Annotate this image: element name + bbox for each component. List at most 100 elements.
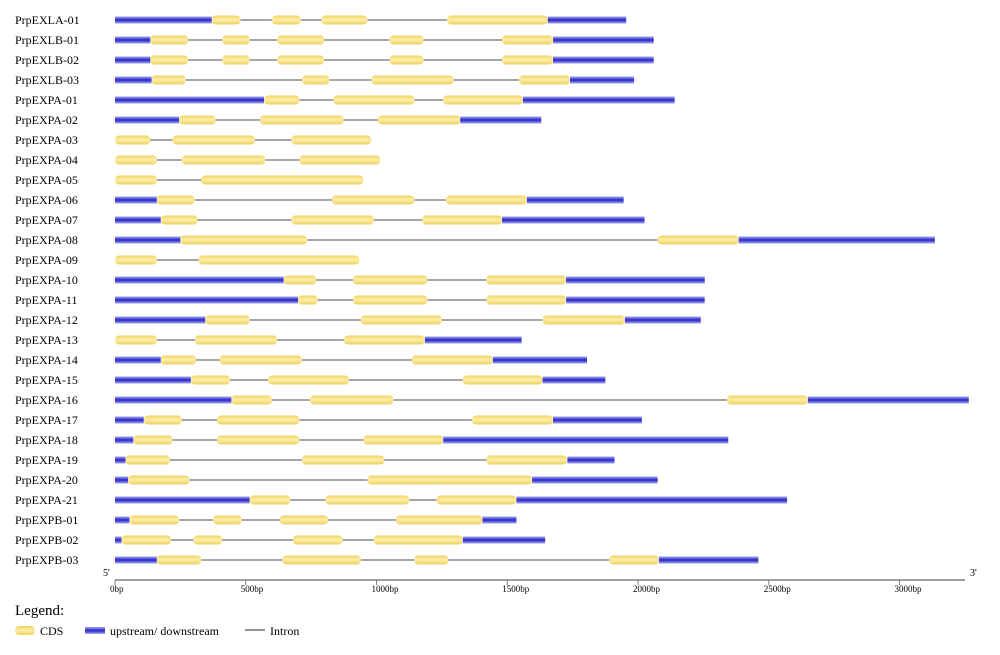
gene-row: PrpEXPB-02: [15, 533, 546, 547]
utr-segment: [115, 376, 191, 384]
gene-row: PrpEXPA-01: [15, 93, 675, 107]
tick-label: 1500bp: [502, 584, 530, 594]
cds-segment: [160, 355, 197, 365]
gene-label: PrpEXPA-14: [15, 353, 78, 367]
utr-segment: [115, 56, 151, 64]
cds-segment: [443, 95, 523, 105]
cds-segment: [447, 15, 548, 25]
gene-label: PrpEXPA-11: [15, 293, 77, 307]
gene-label: PrpEXPA-12: [15, 313, 78, 327]
utr-segment: [460, 116, 542, 124]
cds-segment: [180, 235, 308, 245]
utr-segment: [115, 116, 180, 124]
gene-row: PrpEXLB-03: [15, 73, 635, 87]
gene-row: PrpEXPA-13: [15, 333, 522, 347]
cds-segment: [216, 415, 300, 425]
cds-segment: [190, 375, 231, 385]
utr-segment: [115, 396, 232, 404]
legend-cds-swatch: [15, 626, 35, 635]
gene-label: PrpEXLB-03: [15, 73, 79, 87]
cds-segment: [282, 555, 361, 565]
cds-segment: [411, 355, 493, 365]
utr-segment: [115, 496, 250, 504]
utr-segment: [115, 76, 152, 84]
utr-segment: [115, 296, 299, 304]
cds-segment: [115, 255, 157, 265]
cds-segment: [115, 155, 157, 165]
gene-row: PrpEXPA-05: [15, 173, 364, 187]
cds-segment: [150, 55, 189, 65]
cds-segment: [325, 495, 410, 505]
cds-segment: [181, 155, 266, 165]
cds-segment: [519, 75, 571, 85]
cds-segment: [486, 455, 568, 465]
utr-segment: [115, 416, 144, 424]
gene-label: PrpEXPA-07: [15, 213, 78, 227]
cds-segment: [115, 175, 157, 185]
gene-row: PrpEXPA-16: [15, 393, 969, 407]
cds-segment: [414, 555, 449, 565]
utr-segment: [492, 356, 588, 364]
cds-segment: [249, 495, 291, 505]
utr-segment: [424, 336, 522, 344]
cds-segment: [222, 35, 250, 45]
utr-segment: [542, 376, 606, 384]
gene-label: PrpEXPA-17: [15, 413, 78, 427]
gene-label: PrpEXPA-21: [15, 493, 78, 507]
legend-intron-label: Intron: [270, 624, 299, 638]
cds-segment: [389, 35, 424, 45]
gene-label: PrpEXPA-05: [15, 173, 78, 187]
utr-segment: [658, 556, 759, 564]
cds-segment: [277, 35, 325, 45]
gene-label: PrpEXPA-20: [15, 473, 78, 487]
utr-segment: [553, 36, 654, 44]
utr-segment: [115, 476, 129, 484]
tick-label: 2000bp: [633, 584, 661, 594]
cds-segment: [125, 455, 170, 465]
cds-segment: [277, 55, 325, 65]
gene-row: PrpEXPB-03: [15, 553, 759, 567]
cds-segment: [129, 515, 180, 525]
cds-segment: [471, 415, 554, 425]
gene-row: PrpEXPA-09: [15, 253, 360, 267]
utr-segment: [807, 396, 969, 404]
tick-label: 3000bp: [895, 584, 923, 594]
cds-segment: [179, 115, 216, 125]
gene-label: PrpEXPA-18: [15, 433, 78, 447]
cds-segment: [121, 535, 172, 545]
cds-segment: [502, 35, 554, 45]
utr-segment: [516, 496, 788, 504]
cds-segment: [333, 95, 415, 105]
gene-row: PrpEXPA-14: [15, 353, 588, 367]
utr-segment: [553, 416, 642, 424]
cds-segment: [360, 315, 442, 325]
utr-segment: [566, 296, 705, 304]
cds-segment: [194, 335, 278, 345]
gene-row: PrpEXPA-12: [15, 313, 701, 327]
cds-segment: [436, 495, 517, 505]
cds-segment: [198, 255, 360, 265]
cds-segment: [115, 135, 151, 145]
utr-segment: [532, 476, 658, 484]
cds-segment: [726, 395, 808, 405]
gene-row: PrpEXPA-08: [15, 233, 935, 247]
gene-label: PrpEXPA-15: [15, 373, 78, 387]
cds-segment: [260, 115, 344, 125]
utr-segment: [547, 16, 627, 24]
utr-segment: [553, 56, 654, 64]
utr-segment: [115, 16, 212, 24]
gene-label: PrpEXLB-02: [15, 53, 79, 67]
gene-label: PrpEXPA-04: [15, 153, 78, 167]
cds-segment: [343, 335, 425, 345]
cds-segment: [486, 295, 567, 305]
cds-segment: [283, 275, 317, 285]
tick-label: 500bp: [241, 584, 264, 594]
five-prime-label: 5': [103, 568, 110, 579]
gene-row: PrpEXPA-15: [15, 373, 606, 387]
gene-row: PrpEXLB-02: [15, 53, 654, 67]
utr-segment: [115, 96, 265, 104]
gene-row: PrpEXPA-20: [15, 473, 658, 487]
gene-row: PrpEXPA-11: [15, 293, 705, 307]
cds-segment: [216, 435, 300, 445]
